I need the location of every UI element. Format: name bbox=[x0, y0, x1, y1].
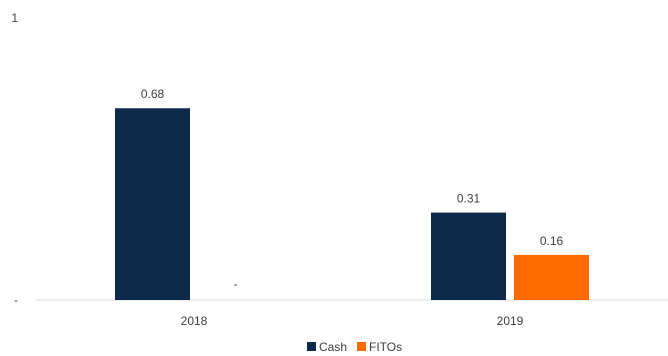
category-labels: 2018 2019 bbox=[181, 314, 524, 328]
legend: Cash FITOs bbox=[307, 340, 402, 354]
legend-swatch-fitos bbox=[357, 342, 366, 351]
legend-swatch-cash bbox=[307, 342, 316, 351]
data-label-cash-2018: 0.68 bbox=[141, 87, 165, 101]
y-tick-label-0: 1 bbox=[11, 11, 18, 25]
data-label-fitos-2019: 0.16 bbox=[540, 234, 564, 248]
bar-cash-2018 bbox=[115, 108, 190, 301]
data-labels: 0.68 - 0.31 0.16 bbox=[141, 87, 564, 291]
category-label-2018: 2018 bbox=[181, 314, 208, 328]
category-label-2019: 2019 bbox=[497, 314, 524, 328]
y-tick-label-1: - bbox=[14, 293, 18, 307]
bar-fitos-2019 bbox=[514, 254, 589, 300]
y-axis-ticks: 1- bbox=[11, 11, 18, 307]
bar-cash-2019 bbox=[431, 212, 506, 300]
data-label-fitos-2018: - bbox=[234, 277, 238, 291]
legend-label-fitos: FITOs bbox=[369, 340, 402, 354]
legend-label-cash: Cash bbox=[319, 340, 347, 354]
data-label-cash-2019: 0.31 bbox=[457, 192, 481, 206]
bars bbox=[115, 108, 589, 301]
